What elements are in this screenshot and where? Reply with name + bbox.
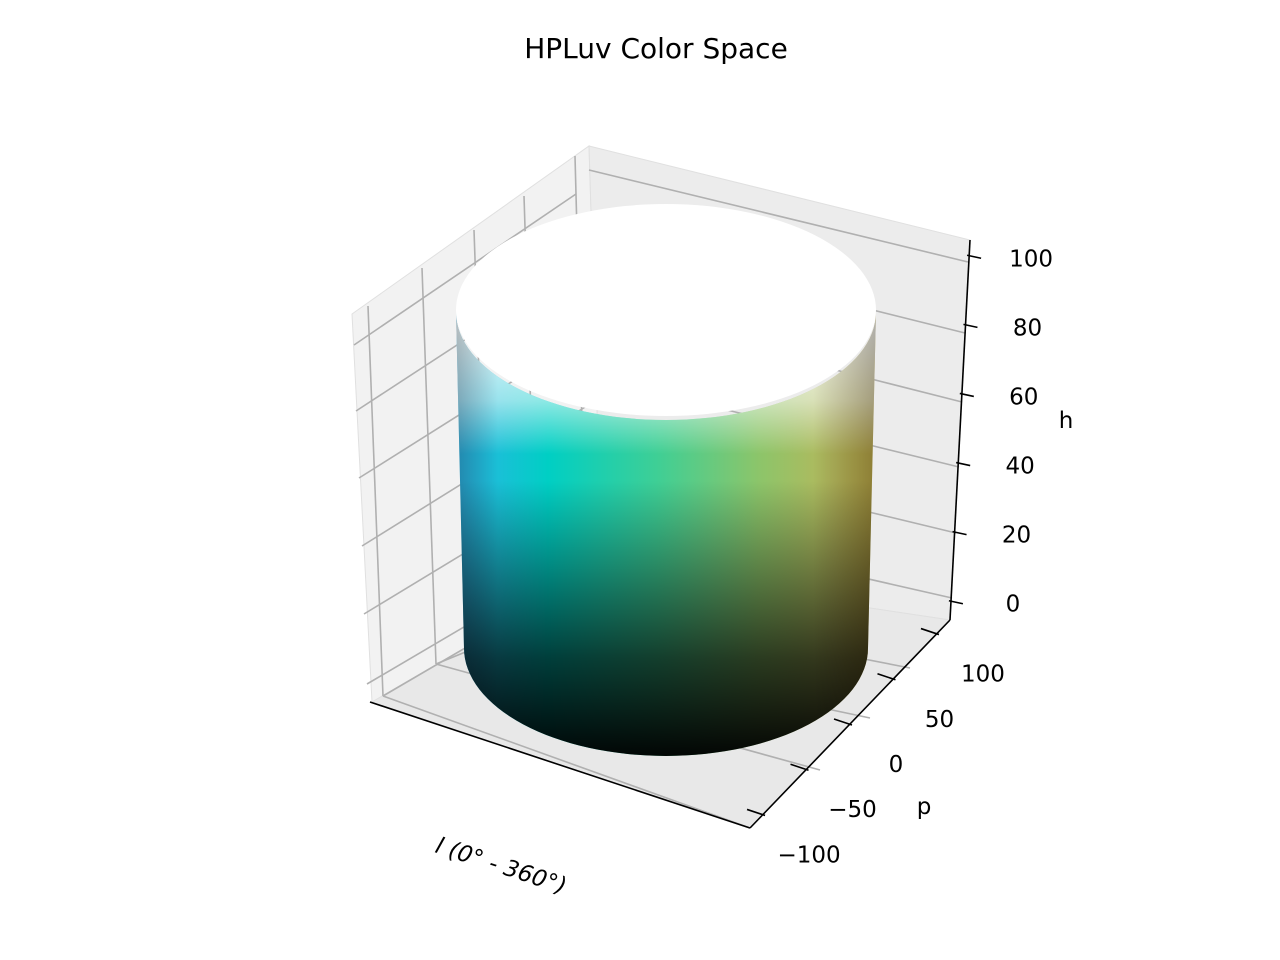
z-tick-mark xyxy=(948,599,964,605)
y-axis-ticks: −100 −50 0 50 100 xyxy=(746,627,1005,868)
y-tick-mark xyxy=(920,627,940,636)
z-tick-label: 0 xyxy=(1006,592,1021,618)
z-tick-label: 100 xyxy=(1009,246,1053,272)
y-axis-label: p xyxy=(917,794,932,820)
z-axis-line xyxy=(949,239,971,621)
chart-title: HPLuv Color Space xyxy=(524,32,788,65)
hpluv-cylinder xyxy=(456,204,876,756)
y-tick-label: 50 xyxy=(925,707,954,733)
y-tick-mark xyxy=(833,718,853,726)
y-tick-mark xyxy=(790,763,809,771)
cylinder-top xyxy=(456,204,876,416)
z-tick-mark xyxy=(952,530,967,536)
z-tick-mark xyxy=(956,461,971,467)
z-tick-mark xyxy=(966,254,982,260)
y-tick-label: 100 xyxy=(961,662,1005,688)
z-tick-label: 60 xyxy=(1009,384,1038,410)
z-tick-mark xyxy=(963,323,978,329)
z-tick-label: 40 xyxy=(1006,454,1035,480)
cylinder-side-edges xyxy=(456,312,876,756)
y-tick-label: 0 xyxy=(889,752,904,778)
y-tick-mark xyxy=(746,808,766,817)
z-tick-mark xyxy=(959,392,974,398)
z-tick-label: 20 xyxy=(1002,523,1031,549)
x-axis-line xyxy=(369,701,751,829)
y-tick-mark xyxy=(877,673,896,681)
z-axis-label: h xyxy=(1059,408,1074,434)
z-tick-label: 80 xyxy=(1013,315,1042,341)
x-axis-label: l (0° - 360°) xyxy=(432,833,569,900)
y-tick-label: −50 xyxy=(828,797,877,823)
y-tick-label: −100 xyxy=(777,842,840,868)
z-axis-ticks: 0 20 40 60 80 100 xyxy=(948,246,1053,618)
